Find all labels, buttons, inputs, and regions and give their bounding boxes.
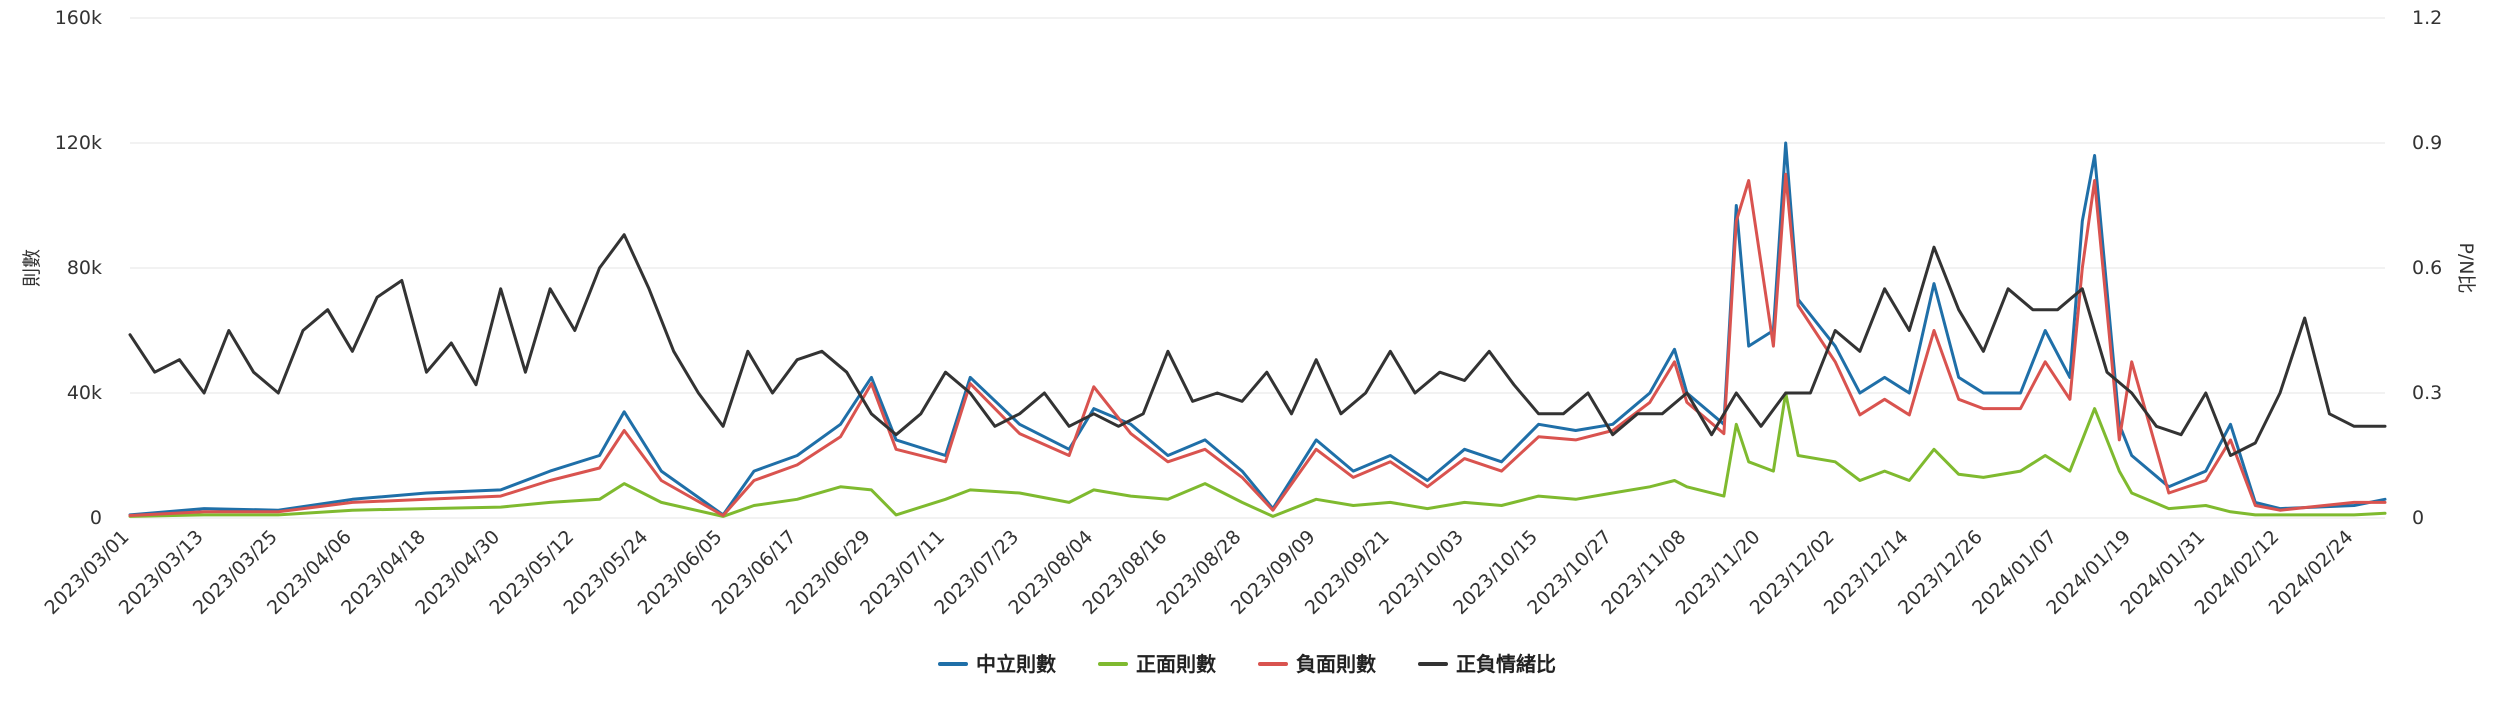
x-axis-ticks: 2023/03/012023/03/132023/03/252023/04/06… <box>41 526 2358 619</box>
left-axis-title: 則數 <box>21 249 43 287</box>
right-tick-label: 0.9 <box>2412 132 2442 154</box>
legend-label: 中立則數 <box>976 652 1056 676</box>
right-tick-label: 0.6 <box>2412 257 2442 279</box>
right-axis-title: P/N比 <box>2455 242 2477 293</box>
right-axis-ticks: 0 0.3 0.6 0.9 1.2 <box>2412 7 2442 529</box>
legend-item[interactable]: 負面則數 <box>1258 652 1376 676</box>
legend-item[interactable]: 正面則數 <box>1098 652 1216 676</box>
series-lines <box>128 141 2387 518</box>
left-tick-label: 160k <box>55 7 102 29</box>
legend-item[interactable]: 中立則數 <box>938 652 1056 676</box>
right-tick-label: 1.2 <box>2412 7 2442 29</box>
right-tick-label: 0.3 <box>2412 382 2442 404</box>
right-tick-label: 0 <box>2412 507 2424 529</box>
legend-item[interactable]: 正負情緒比 <box>1418 652 1556 676</box>
left-axis-ticks: 0 40k 80k 120k 160k <box>55 7 102 529</box>
series-line-1 <box>128 391 2387 518</box>
left-tick-label: 80k <box>67 257 102 279</box>
left-tick-label: 0 <box>90 507 102 529</box>
left-tick-label: 120k <box>55 132 102 154</box>
series-line-2 <box>128 172 2387 517</box>
left-tick-label: 40k <box>67 382 102 404</box>
series-line-0 <box>128 141 2387 517</box>
legend: 中立則數 正面則數 負面則數 正負情緒比 <box>938 652 1556 676</box>
legend-label: 正面則數 <box>1136 652 1216 676</box>
legend-label: 正負情緒比 <box>1456 652 1556 676</box>
gridlines <box>130 17 2385 519</box>
series-line-3 <box>128 233 2387 457</box>
legend-label: 負面則數 <box>1296 652 1376 676</box>
